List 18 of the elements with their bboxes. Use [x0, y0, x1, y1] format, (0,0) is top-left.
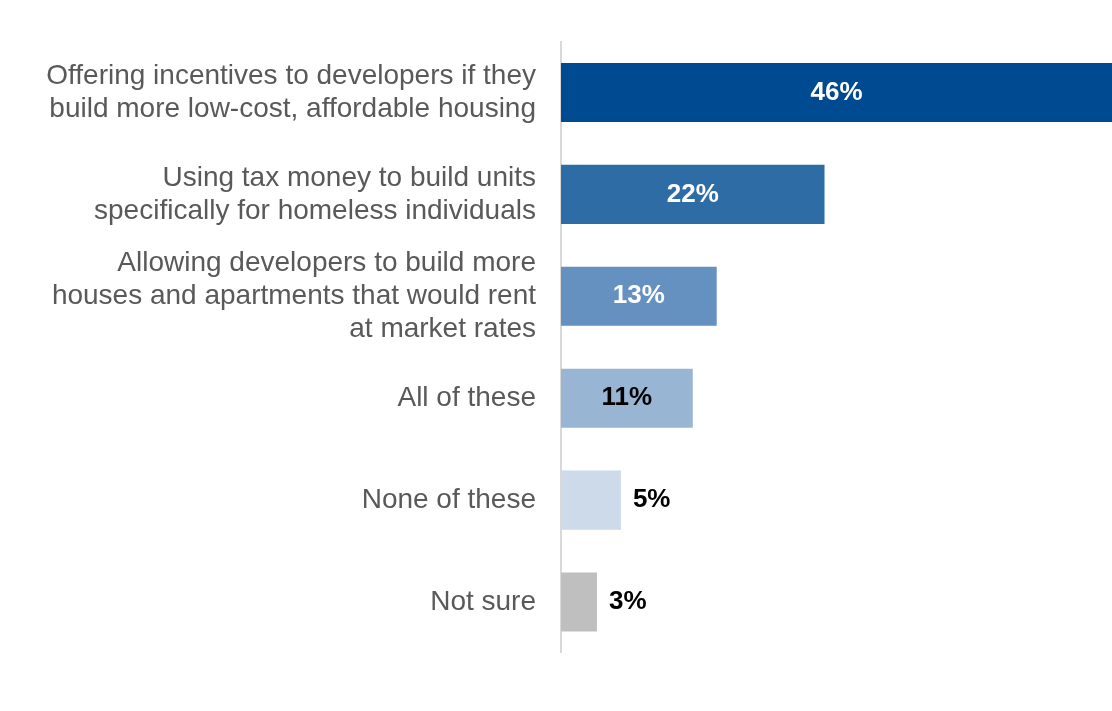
data-label: 22%: [666, 177, 719, 208]
data-label: 11%: [601, 381, 653, 412]
bar: [561, 266, 717, 326]
bar: [561, 62, 1112, 123]
y-tick-label: Using tax money to build units specifically for homeless individuals: [94, 160, 536, 225]
y-tick-label: Offering incentives to developers if they build more low-cost, affordable housing: [46, 58, 536, 123]
data-label: 46%: [810, 75, 863, 106]
y-tick-label: None of these: [361, 482, 536, 514]
bar: [561, 368, 693, 428]
bar: [561, 470, 621, 530]
bar: [561, 572, 597, 632]
y-tick-label: Not sure: [430, 584, 536, 616]
y-tick-label: Allowing developers to build more houses and apartments that would rent at market rates: [51, 245, 537, 344]
data-label: 3%: [608, 585, 647, 616]
y-tick-label: All of these: [397, 380, 536, 412]
bar: [561, 164, 825, 224]
data-label: 5%: [632, 483, 671, 514]
data-label: 13%: [612, 279, 665, 310]
